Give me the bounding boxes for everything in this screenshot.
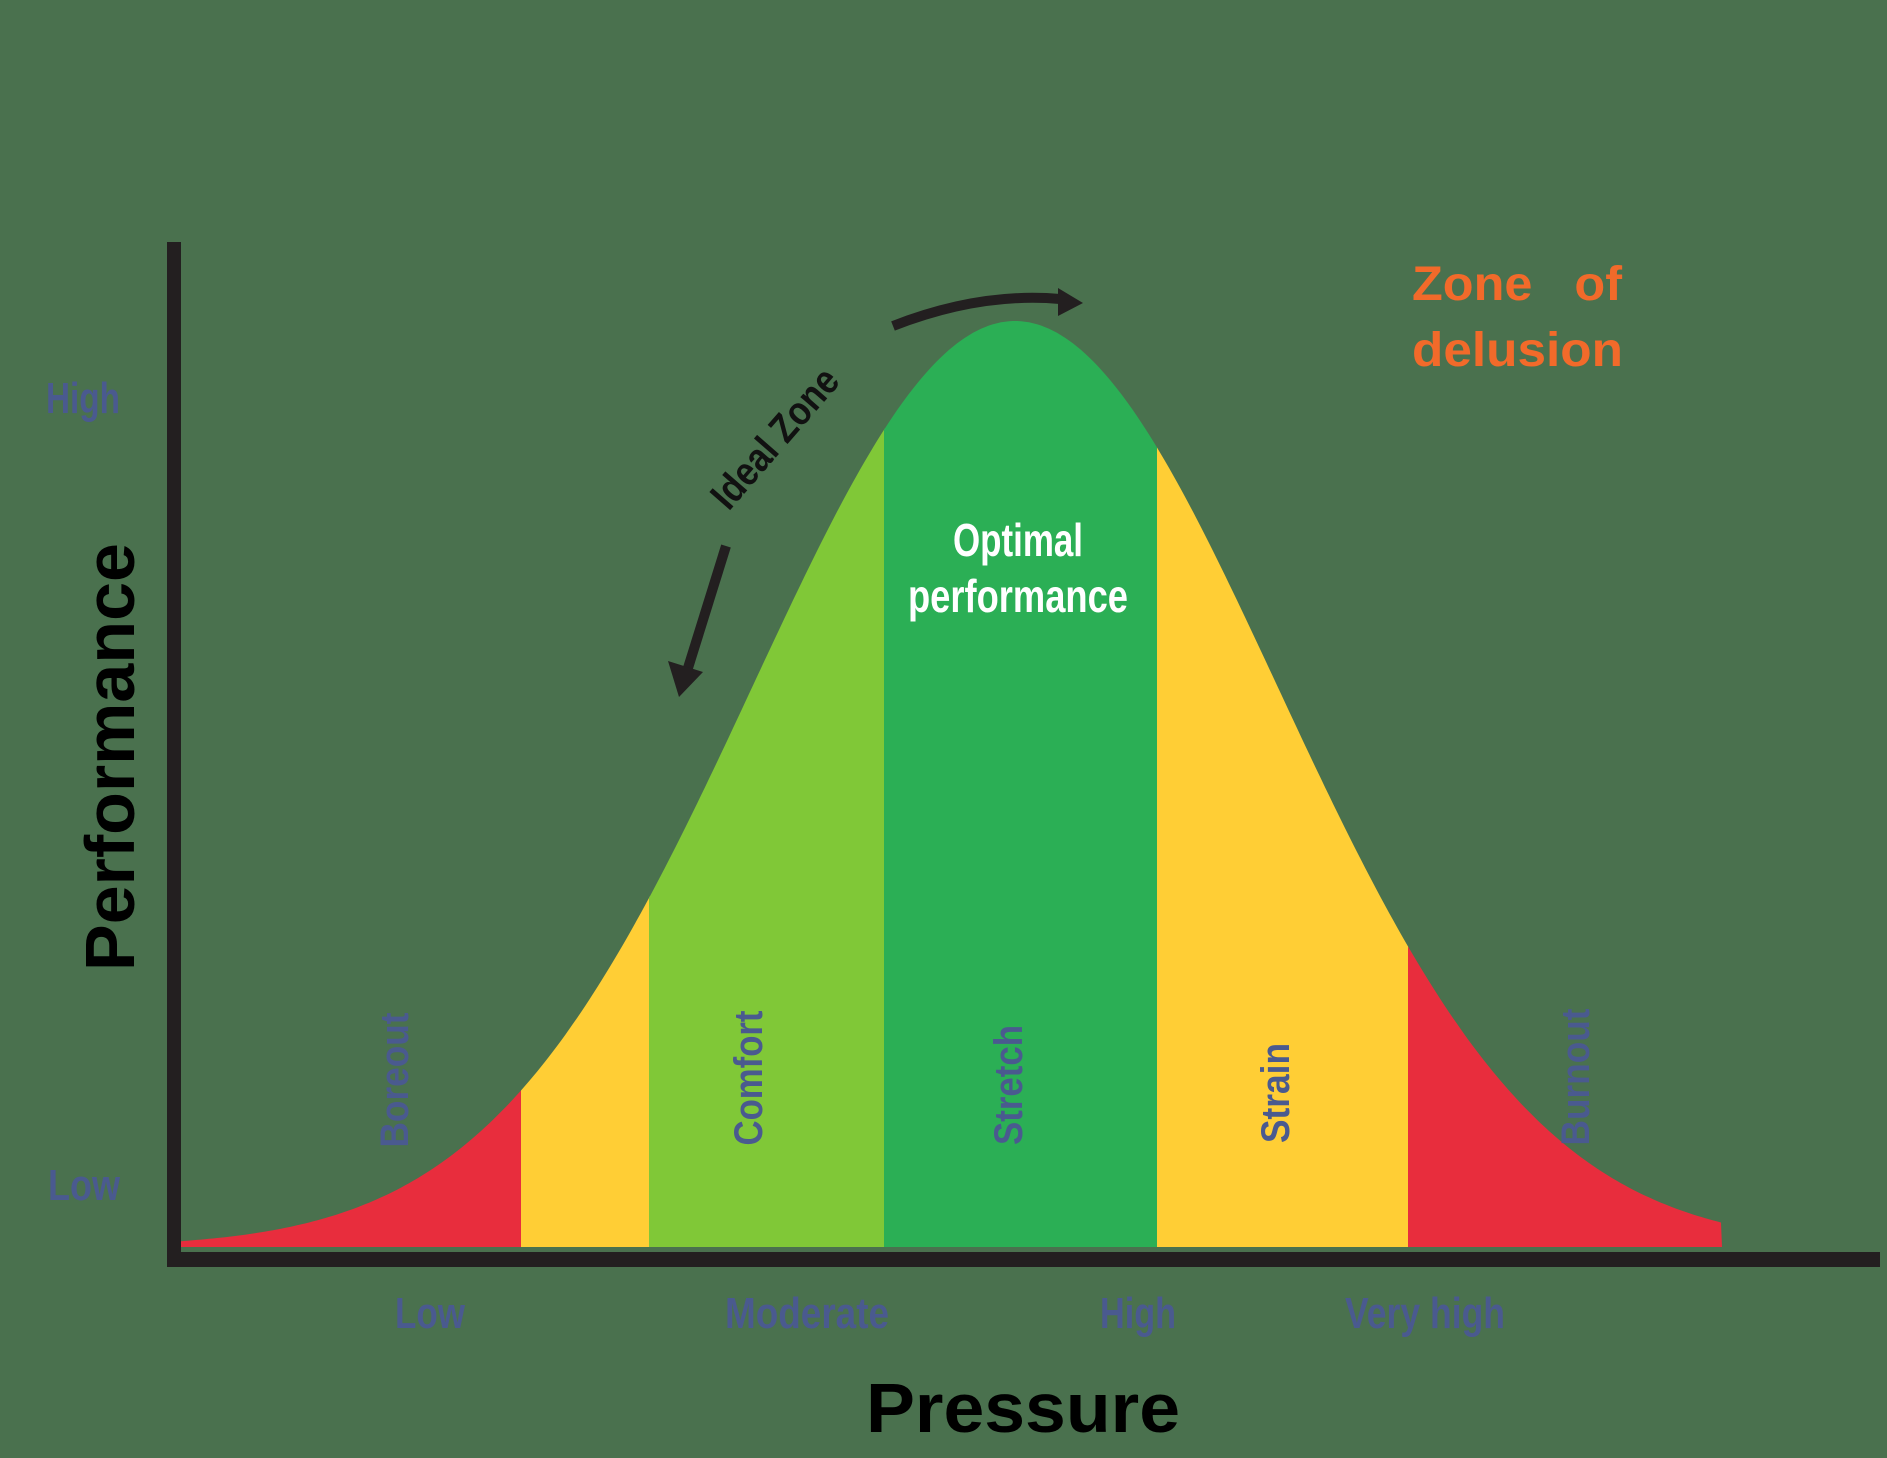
zone-band-transition-1 (521, 321, 650, 1247)
zone-label-comfort: Comfort (727, 1011, 771, 1146)
zone-label-boreout: Boreout (373, 1013, 417, 1148)
y-tick-low: Low (48, 1161, 121, 1210)
x-tick-high: High (1100, 1289, 1176, 1338)
x-tick-low: Low (395, 1289, 466, 1338)
ideal-zone-label: Ideal Zone (702, 359, 848, 518)
x-axis-title: Pressure (866, 1369, 1180, 1447)
zone-label-stretch: Stretch (987, 1025, 1031, 1145)
zone-of-delusion-line1: Zone of (1412, 258, 1623, 311)
zone-of-delusion-line2: delusion (1412, 324, 1623, 377)
optimal-performance-line1: Optimal (953, 514, 1083, 566)
arrow-down-left-icon (668, 544, 731, 697)
zone-label-burnout: Burnout (1554, 1009, 1598, 1146)
x-tick-moderate: Moderate (725, 1289, 889, 1338)
optimal-performance-line2: performance (908, 570, 1128, 622)
x-axis-line (167, 1252, 1880, 1267)
zone-label-strain: Strain (1254, 1043, 1298, 1143)
zone-band-stretch (884, 321, 1158, 1247)
y-tick-high: High (46, 374, 120, 423)
y-axis-title: Performance (71, 543, 149, 971)
zone-band-boreout (181, 321, 522, 1247)
arrow-right-icon (891, 288, 1083, 331)
x-tick-very-high: Very high (1345, 1289, 1505, 1338)
y-axis-line (167, 242, 181, 1267)
